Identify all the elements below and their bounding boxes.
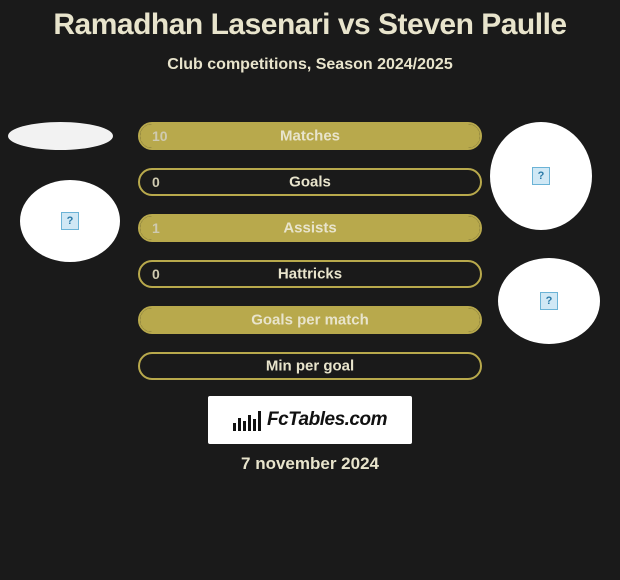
stat-label: Goals xyxy=(289,174,331,191)
stat-left-value: 0 xyxy=(152,266,160,282)
stat-row-matches: 10 Matches xyxy=(138,122,482,150)
stat-label: Hattricks xyxy=(278,266,342,283)
brand-text: FcTables.com xyxy=(267,409,387,431)
stat-left-value: 10 xyxy=(152,128,168,144)
stat-left-value: 0 xyxy=(152,174,160,190)
stat-label: Min per goal xyxy=(266,358,354,375)
avatar-right-player xyxy=(490,122,592,230)
brand-badge[interactable]: FcTables.com xyxy=(208,396,412,444)
stat-bars: 10 Matches 0 Goals 1 Assists 0 Hattricks… xyxy=(138,122,482,398)
placeholder-image-icon xyxy=(532,167,550,185)
stat-row-min-per-goal: Min per goal xyxy=(138,352,482,380)
stat-label: Assists xyxy=(283,220,336,237)
stat-row-goals: 0 Goals xyxy=(138,168,482,196)
placeholder-image-icon xyxy=(540,292,558,310)
stat-row-hattricks: 0 Hattricks xyxy=(138,260,482,288)
comparison-card: Ramadhan Lasenari vs Steven Paulle Club … xyxy=(0,0,620,580)
stat-row-goals-per-match: Goals per match xyxy=(138,306,482,334)
avatar-right-club xyxy=(498,258,600,344)
stat-left-value: 1 xyxy=(152,220,160,236)
placeholder-image-icon xyxy=(61,212,79,230)
stat-label: Matches xyxy=(280,128,340,145)
avatar-left-club xyxy=(20,180,120,262)
footer-date: 7 november 2024 xyxy=(241,454,379,474)
avatar-left-player xyxy=(8,122,113,150)
stat-label: Goals per match xyxy=(251,312,369,329)
stat-row-assists: 1 Assists xyxy=(138,214,482,242)
page-subtitle: Club competitions, Season 2024/2025 xyxy=(0,56,620,74)
brand-bars-icon xyxy=(233,409,261,431)
page-title: Ramadhan Lasenari vs Steven Paulle xyxy=(0,8,620,42)
